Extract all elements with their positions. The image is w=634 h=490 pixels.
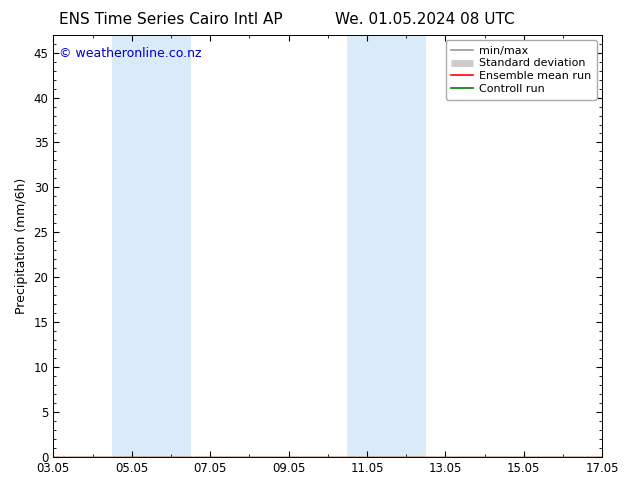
Legend: min/max, Standard deviation, Ensemble mean run, Controll run: min/max, Standard deviation, Ensemble me… [446,40,597,99]
Y-axis label: Precipitation (mm/6h): Precipitation (mm/6h) [15,178,28,314]
Text: ENS Time Series Cairo Intl AP: ENS Time Series Cairo Intl AP [60,12,283,27]
Text: © weatheronline.co.nz: © weatheronline.co.nz [59,47,201,60]
Bar [347,35,426,457]
Text: We. 01.05.2024 08 UTC: We. 01.05.2024 08 UTC [335,12,515,27]
Bar [112,35,191,457]
